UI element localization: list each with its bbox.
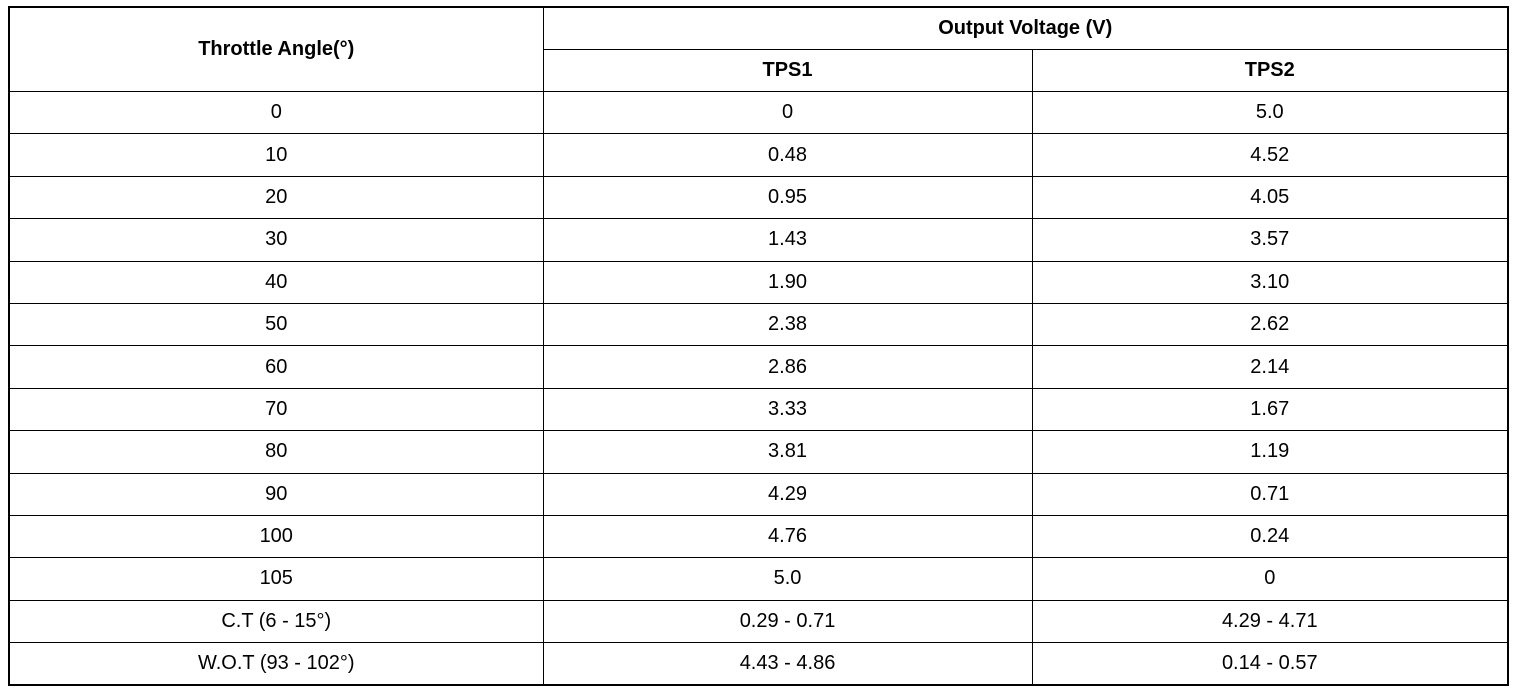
table-cell: 10 [8,133,544,177]
table-cell: 5.0 [542,557,1033,601]
table-cell: 2.86 [542,345,1033,389]
table-cell: 3.81 [542,430,1033,474]
table-cell: 0.48 [542,133,1033,177]
table-cell: 0.29 - 0.71 [542,599,1033,644]
header-cell: TPS2 [1031,49,1509,92]
table-row: 105 5.0 0 [8,557,1509,601]
table-cell: 90 [8,472,544,516]
table-header: Throttle Angle(°) Output Voltage (V) TPS… [8,6,1509,92]
table-cell: 3.33 [542,387,1033,432]
table-cell: 0 [542,90,1033,135]
table-cell: 3.10 [1031,260,1509,304]
table-cell: 2.38 [542,302,1033,347]
table-row: 80 3.81 1.19 [8,430,1509,474]
header-cell: Throttle Angle(°) [8,6,544,92]
table-row: 0 0 5.0 [8,90,1509,135]
table-cell: W.O.T (93 - 102°) [8,642,544,686]
table-row: 100 4.76 0.24 [8,514,1509,559]
table-cell: 4.52 [1031,133,1509,177]
table-cell: 0.95 [542,175,1033,220]
header-cell: Output Voltage (V) [542,6,1509,50]
table-row: 50 2.38 2.62 [8,302,1509,347]
table-cell: 40 [8,260,544,304]
table-cell: 5.0 [1031,90,1509,135]
table-cell: 1.19 [1031,430,1509,474]
header-row: TPS1 TPS2 [9,49,1509,92]
table-cell: 4.29 [542,472,1033,516]
table-row: 70 3.33 1.67 [8,387,1509,432]
table-cell: 2.14 [1031,345,1509,389]
table-cell: 1.67 [1031,387,1509,432]
table-cell: 4.43 - 4.86 [542,642,1033,686]
table-row: W.O.T (93 - 102°) 4.43 - 4.86 0.14 - 0.57 [8,642,1509,686]
table-row: 40 1.90 3.10 [8,260,1509,304]
table-cell: 60 [8,345,544,389]
header-cell: TPS1 [542,49,1033,92]
table-cell: 80 [8,430,544,474]
table-row: 30 1.43 3.57 [8,218,1509,262]
tps-table: Throttle Angle(°) Output Voltage (V) TPS… [8,6,1509,687]
table-cell: 100 [8,514,544,559]
table-cell: C.T (6 - 15°) [8,599,544,644]
table-cell: 70 [8,387,544,432]
table-row: 60 2.86 2.14 [8,345,1509,389]
table-cell: 0.14 - 0.57 [1031,642,1509,686]
table-cell: 0 [1031,557,1509,601]
table-cell: 0.24 [1031,514,1509,559]
table-row: 10 0.48 4.52 [8,133,1509,177]
table-cell: 105 [8,557,544,601]
table-cell: 50 [8,302,544,347]
table-cell: 0 [8,90,544,135]
table-cell: 4.05 [1031,175,1509,220]
table-row: 90 4.29 0.71 [8,472,1509,516]
table-cell: 4.29 - 4.71 [1031,599,1509,644]
table-cell: 2.62 [1031,302,1509,347]
table-row: C.T (6 - 15°) 0.29 - 0.71 4.29 - 4.71 [8,599,1509,644]
table-cell: 0.71 [1031,472,1509,516]
table-row: 20 0.95 4.05 [8,175,1509,220]
table-cell: 1.90 [542,260,1033,304]
table-cell: 3.57 [1031,218,1509,262]
table-cell: 4.76 [542,514,1033,559]
table-cell: 30 [8,218,544,262]
table-cell: 1.43 [542,218,1033,262]
table-body: 0 0 5.0 10 0.48 4.52 20 0.95 4.05 30 1.43 3.57 40 1.9… [8,90,1509,686]
header-row: Throttle Angle(°) Output Voltage (V) [8,6,1509,92]
table-cell: 20 [8,175,544,220]
